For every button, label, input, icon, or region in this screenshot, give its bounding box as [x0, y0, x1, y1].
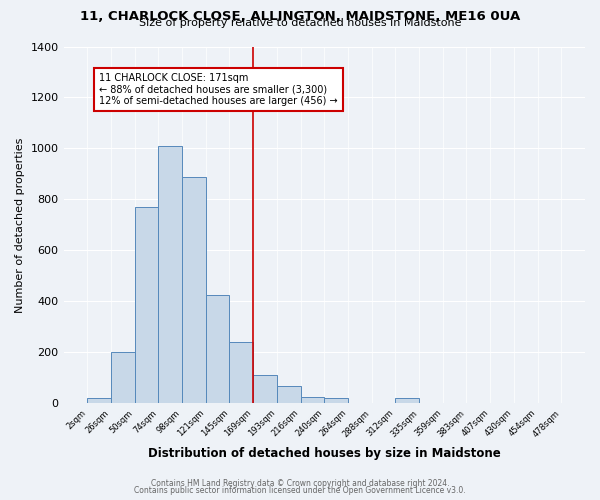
Bar — [301, 397, 324, 404]
Bar — [111, 352, 134, 404]
Bar — [158, 146, 182, 404]
Text: 11, CHARLOCK CLOSE, ALLINGTON, MAIDSTONE, ME16 0UA: 11, CHARLOCK CLOSE, ALLINGTON, MAIDSTONE… — [80, 10, 520, 23]
Bar — [87, 398, 111, 404]
Bar — [206, 295, 229, 404]
Bar — [253, 376, 277, 404]
Bar — [134, 207, 158, 404]
Text: Contains HM Land Registry data © Crown copyright and database right 2024.: Contains HM Land Registry data © Crown c… — [151, 478, 449, 488]
Bar — [395, 398, 419, 404]
Bar — [277, 386, 301, 404]
Text: Size of property relative to detached houses in Maidstone: Size of property relative to detached ho… — [139, 18, 461, 28]
Text: 11 CHARLOCK CLOSE: 171sqm
← 88% of detached houses are smaller (3,300)
12% of se: 11 CHARLOCK CLOSE: 171sqm ← 88% of detac… — [99, 74, 338, 106]
Bar — [229, 342, 253, 404]
Bar — [182, 176, 206, 404]
Y-axis label: Number of detached properties: Number of detached properties — [15, 138, 25, 312]
X-axis label: Distribution of detached houses by size in Maidstone: Distribution of detached houses by size … — [148, 447, 500, 460]
Text: Contains public sector information licensed under the Open Government Licence v3: Contains public sector information licen… — [134, 486, 466, 495]
Bar — [324, 398, 348, 404]
